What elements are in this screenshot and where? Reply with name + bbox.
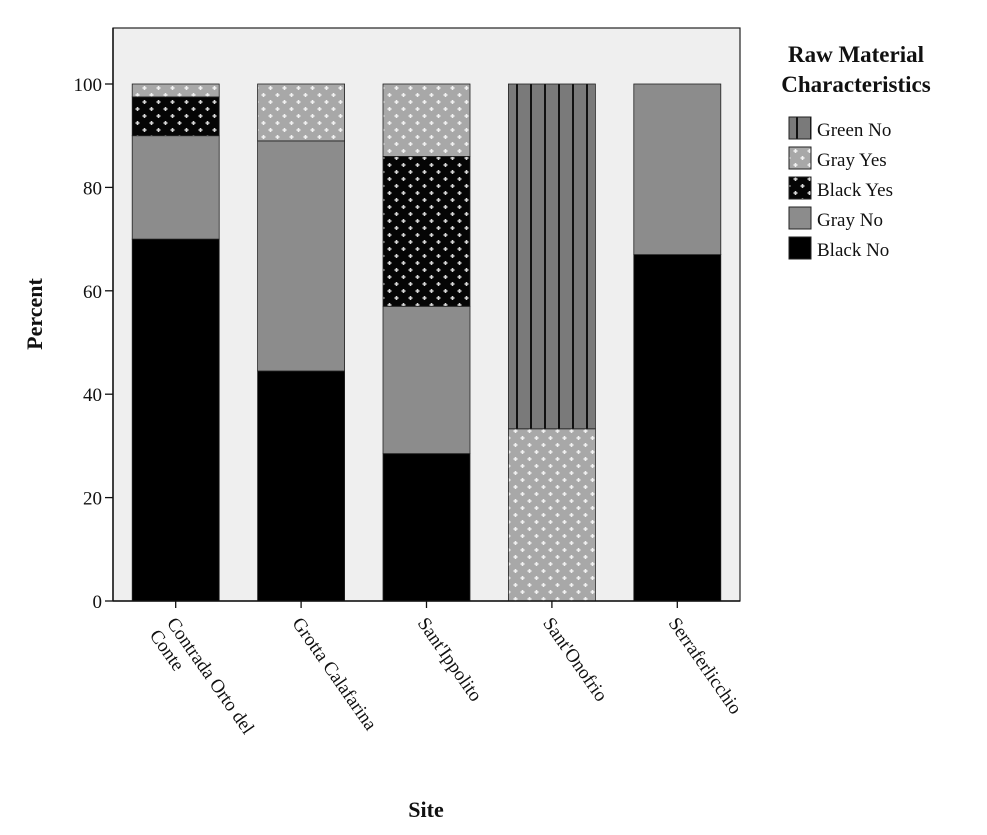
bar-segment-black-no-1 (257, 370, 346, 602)
x-tick-label: Sant'Ippolito (413, 614, 486, 706)
bar-segment-gray-yes-0 (131, 83, 220, 98)
y-tick-label: 0 (93, 592, 103, 613)
legend-title-line-1: Raw Material (788, 42, 924, 67)
x-tick-label-group: Serraferlicchio (664, 614, 746, 719)
bar-segment-gray-no-4 (633, 83, 722, 256)
x-tick-label-group: Grotta Calafarina (288, 614, 381, 735)
legend-label: Gray Yes (817, 150, 887, 171)
legend-label: Gray No (817, 210, 883, 231)
legend-label: Green No (817, 120, 891, 141)
bar-segment-black-no-0 (131, 238, 220, 602)
bar-segment-black-no-4 (633, 254, 722, 602)
legend: Raw Material Characteristics Green No Gra… (781, 42, 930, 261)
bar-segment-gray-yes-2 (382, 83, 471, 157)
y-tick-label: 100 (74, 75, 103, 96)
y-axis-title: Percent (22, 278, 47, 350)
legend-swatch (788, 146, 812, 170)
bar-segment-black-yes-2 (382, 155, 471, 307)
legend-title-line-2: Characteristics (781, 72, 930, 97)
x-tick-label: Sant'Onofrio (538, 614, 611, 706)
bar-segment-gray-yes-3 (507, 428, 596, 602)
x-tick-label-group: Sant'Onofrio (538, 614, 611, 706)
y-ticks-group: 0 20 40 60 80 100 (74, 75, 113, 613)
bar-segment-gray-no-0 (131, 135, 220, 240)
legend-swatch (788, 236, 812, 260)
x-tick-label-group: Sant'Ippolito (413, 614, 486, 706)
y-tick-label: 80 (83, 178, 102, 199)
bar-segment-black-no-2 (382, 453, 471, 602)
legend-swatch (788, 116, 812, 140)
bar-segment-black-yes-0 (131, 96, 220, 137)
y-tick-label: 40 (83, 385, 102, 406)
x-tick-label: Serraferlicchio (664, 614, 746, 719)
legend-label: Black Yes (817, 180, 893, 201)
legend-items-group: Green No Gray Yes Black Yes Gray No Black No (788, 116, 893, 261)
legend-label: Black No (817, 240, 889, 261)
legend-swatch (788, 176, 812, 200)
bars-group (131, 83, 722, 602)
legend-swatch (788, 206, 812, 230)
x-tick-label: Contrada Orto del (162, 614, 258, 738)
y-tick-label: 20 (83, 489, 102, 510)
bar-segment-gray-no-1 (257, 140, 346, 372)
bar-segment-green-no-3 (507, 83, 596, 430)
bar-segment-gray-no-2 (382, 305, 471, 454)
x-tick-label: Grotta Calafarina (288, 614, 381, 735)
x-axis-title: Site (408, 797, 444, 822)
bar-segment-gray-yes-1 (257, 83, 346, 142)
y-tick-label: 60 (83, 282, 102, 303)
